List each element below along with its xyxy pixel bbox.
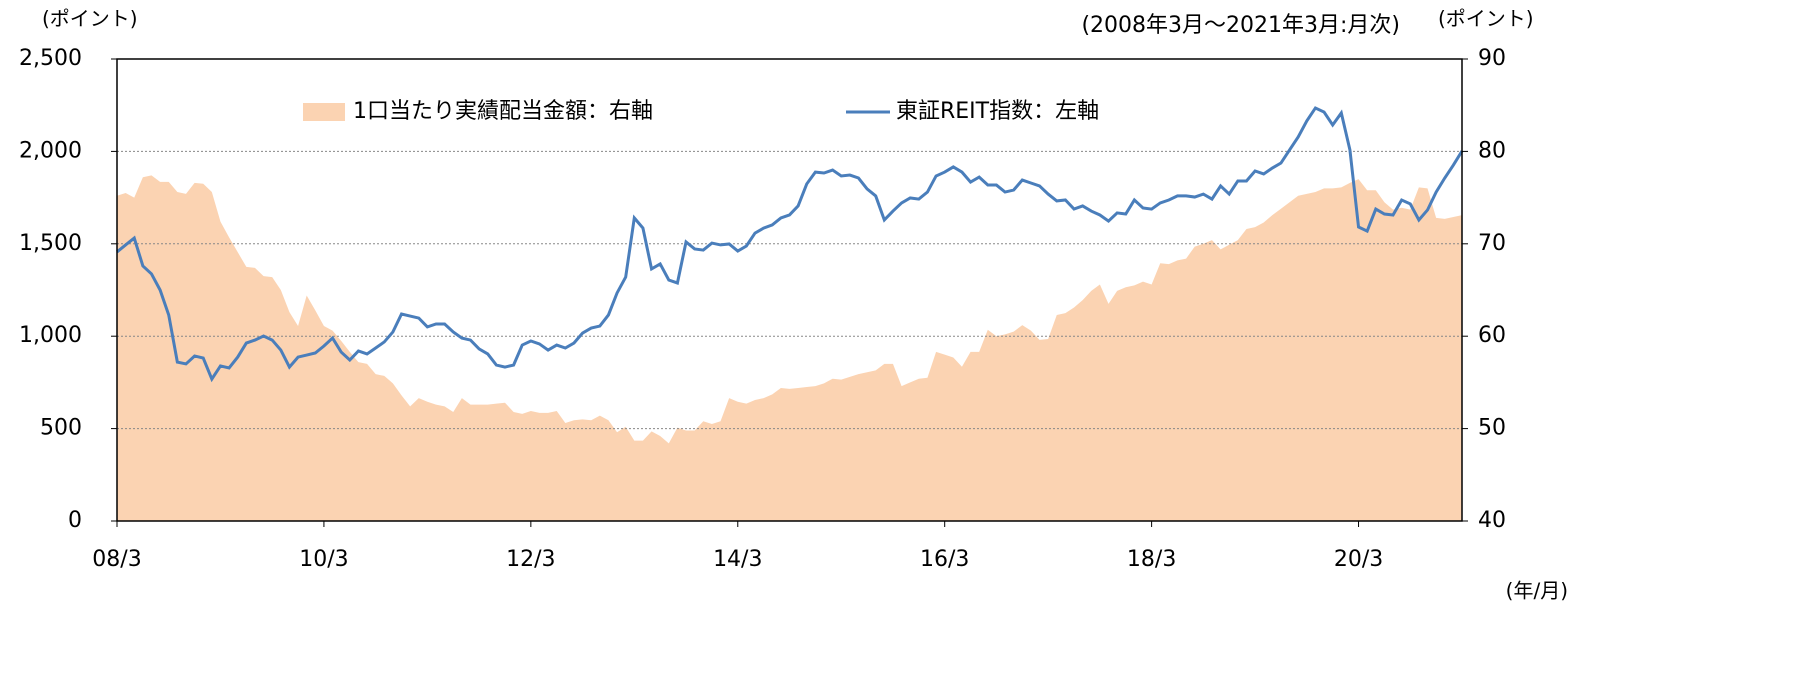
y-tick-label: 2,000 (19, 138, 82, 163)
plot-frame (116, 58, 1463, 522)
y2-tick-label: 70 (1478, 231, 1506, 256)
x-tick-label: 20/3 (1334, 547, 1383, 572)
line (116, 106, 1464, 383)
y2-tick-label: 80 (1478, 138, 1506, 163)
y-axis-label: (ポイント) (42, 7, 138, 31)
x-tick-label: 12/3 (506, 547, 555, 572)
y2-tick-label: 60 (1478, 323, 1506, 348)
legend-label: 東証REIT指数：左軸 (896, 99, 1099, 124)
plot-area (117, 150, 1462, 521)
y-tick-label: 1,500 (19, 231, 82, 256)
y2-tick-label: 90 (1478, 46, 1506, 71)
y2-axis-label: (ポイント) (1438, 7, 1534, 31)
y-tick-label: 2,500 (19, 46, 82, 71)
x-axis-label: (年/月) (1506, 579, 1568, 603)
x-tick-label: 10/3 (299, 547, 348, 572)
area (117, 175, 1462, 521)
y-tick-label: 1,000 (19, 323, 82, 348)
legend-swatch (303, 103, 345, 121)
y-tick-label: 500 (40, 416, 82, 441)
x-tick-label: 18/3 (1127, 547, 1176, 572)
chart-title: (2008年3月～2021年3月:月次) (1081, 13, 1400, 38)
y-tick-label: 0 (68, 508, 82, 533)
x-tick-label: 16/3 (920, 547, 969, 572)
x-tick-label: 08/3 (92, 547, 141, 572)
x-tick-label: 14/3 (713, 547, 762, 572)
y2-tick-label: 40 (1478, 508, 1506, 533)
legend-label: 1口当たり実績配当金額：右軸 (353, 99, 653, 124)
y2-tick-label: 50 (1478, 416, 1506, 441)
